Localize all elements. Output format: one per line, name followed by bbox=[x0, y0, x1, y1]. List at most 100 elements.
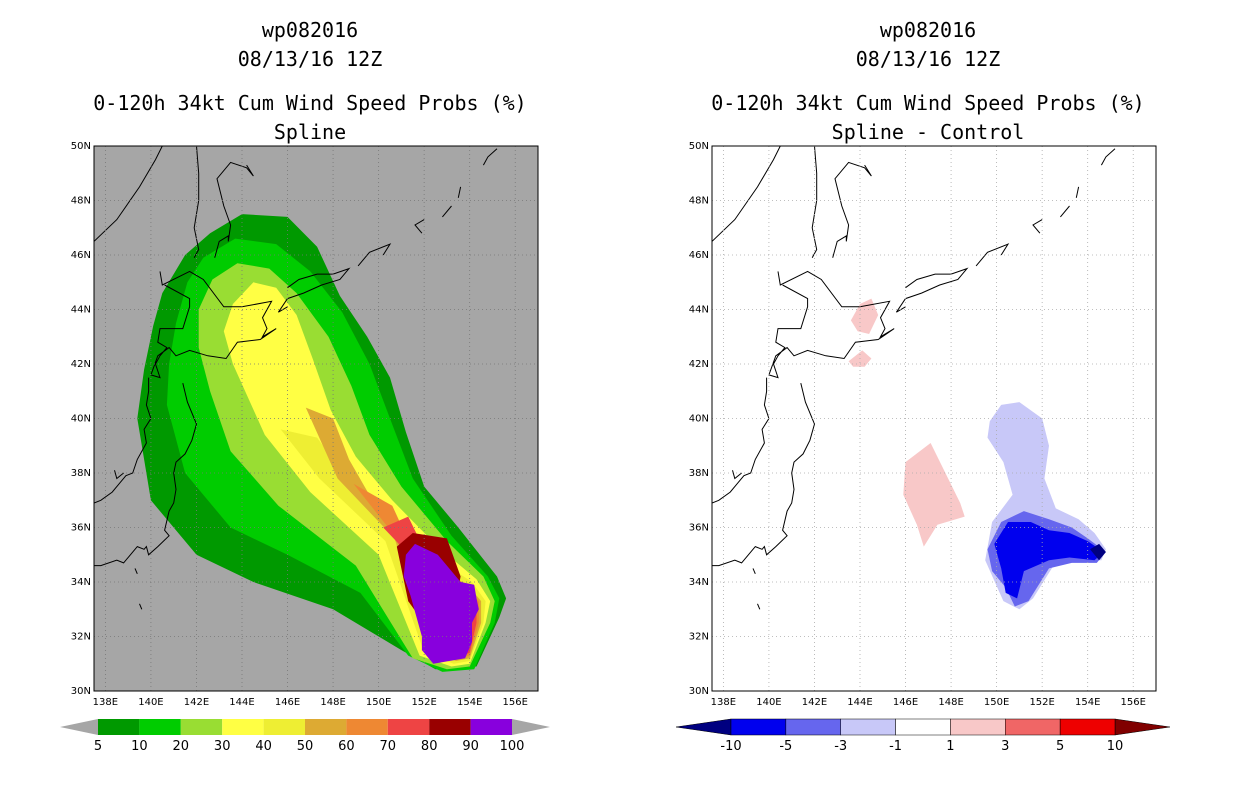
x-tick-label: 156E bbox=[503, 697, 528, 708]
y-tick-label: 42N bbox=[689, 359, 709, 370]
right-datetime: 08/13/16 12Z bbox=[855, 47, 1001, 71]
coastline bbox=[712, 146, 781, 242]
x-tick-label: 154E bbox=[457, 697, 482, 708]
colorbar-label: -5 bbox=[779, 739, 792, 754]
coastline bbox=[214, 161, 254, 258]
colorbar-label: 10 bbox=[1107, 739, 1124, 754]
y-tick-label: 32N bbox=[71, 632, 91, 643]
y-tick-label: 36N bbox=[689, 523, 709, 534]
coastline bbox=[752, 568, 756, 574]
left-map-panel: 138E 140E 142E 144E 146E 148E 150E 152E 154E 156E… bbox=[71, 141, 539, 708]
colorbar-swatch bbox=[840, 718, 896, 736]
coastline bbox=[895, 267, 969, 313]
x-tick-label: 152E bbox=[411, 697, 436, 708]
coastline bbox=[832, 161, 872, 258]
colorbar-label: 3 bbox=[1001, 739, 1009, 754]
coastline bbox=[1100, 148, 1116, 166]
colorbar-label: 80 bbox=[421, 739, 438, 754]
x-tick-label: 150E bbox=[366, 697, 391, 708]
x-tick-label: 154E bbox=[1075, 697, 1100, 708]
y-tick-label: 30N bbox=[71, 686, 91, 697]
colorbar-under-arrow bbox=[60, 719, 98, 735]
colorbar-swatch bbox=[1059, 718, 1116, 736]
contour-level--5 bbox=[994, 522, 1104, 599]
map-frame bbox=[711, 145, 1157, 692]
left-chart-subtitle: Spline bbox=[273, 120, 347, 144]
colorbar-over-arrow bbox=[512, 719, 550, 735]
contour-level-1 bbox=[850, 298, 879, 334]
coastline bbox=[1060, 205, 1070, 218]
y-tick-label: 48N bbox=[71, 196, 91, 207]
coastline bbox=[442, 205, 452, 218]
colorbar-swatch bbox=[263, 719, 305, 735]
colorbar-label: 30 bbox=[214, 739, 231, 754]
coastline bbox=[482, 148, 498, 166]
colorbar-swatch bbox=[785, 718, 841, 736]
coastline bbox=[768, 270, 895, 379]
x-tick-label: 138E bbox=[711, 697, 736, 708]
y-tick-label: 30N bbox=[689, 686, 709, 697]
coastline bbox=[134, 568, 138, 574]
coastline bbox=[712, 382, 816, 567]
coastline bbox=[139, 603, 143, 610]
y-tick-label: 48N bbox=[689, 196, 709, 207]
x-tick-label: 148E bbox=[320, 697, 345, 708]
y-tick-label: 40N bbox=[71, 414, 91, 425]
left-panel-title: wp082016 08/13/16 12Z 0-120h 34kt Cum Wi… bbox=[40, 16, 580, 147]
right-map-panel: 138E 140E 142E 144E 146E 148E 150E 152E 154E 156E… bbox=[689, 141, 1157, 708]
y-tick-label: 32N bbox=[689, 632, 709, 643]
left-datetime: 08/13/16 12Z bbox=[237, 47, 383, 71]
y-tick-label: 46N bbox=[71, 250, 91, 261]
colorbar-swatch bbox=[222, 719, 264, 735]
coastline bbox=[414, 219, 425, 234]
colorbar-label: 20 bbox=[173, 739, 190, 754]
colorbar-swatch bbox=[139, 719, 181, 735]
colorbar-swatch bbox=[346, 719, 388, 735]
colorbar-label: 1 bbox=[946, 739, 954, 754]
colorbar-swatch bbox=[180, 719, 223, 735]
colorbar-label: 5 bbox=[94, 739, 102, 754]
left-chart-title: 0-120h 34kt Cum Wind Speed Probs (%) bbox=[93, 91, 527, 115]
colorbar-swatch bbox=[98, 719, 140, 735]
map-background bbox=[712, 146, 1156, 691]
y-tick-label: 50N bbox=[71, 141, 91, 152]
y-tick-label: 34N bbox=[689, 577, 709, 588]
x-tick-label: 152E bbox=[1029, 697, 1054, 708]
x-tick-label: 146E bbox=[275, 697, 300, 708]
colorbar-over-arrow bbox=[1114, 718, 1171, 736]
colorbar-swatch bbox=[305, 719, 347, 735]
y-tick-label: 38N bbox=[71, 468, 91, 479]
colorbar-label: 90 bbox=[462, 739, 479, 754]
x-tick-label: 140E bbox=[138, 697, 163, 708]
x-tick-label: 156E bbox=[1121, 697, 1146, 708]
right-chart-title: 0-120h 34kt Cum Wind Speed Probs (%) bbox=[711, 91, 1145, 115]
right-storm-id: wp082016 bbox=[879, 18, 977, 42]
coastline bbox=[114, 470, 124, 480]
y-tick-label: 42N bbox=[71, 359, 91, 370]
colorbar-label: -1 bbox=[889, 739, 902, 754]
x-tick-label: 146E bbox=[893, 697, 918, 708]
coastline bbox=[150, 270, 277, 379]
coastline bbox=[94, 146, 163, 242]
x-tick-label: 138E bbox=[93, 697, 118, 708]
coastline bbox=[94, 382, 198, 567]
coastline bbox=[94, 377, 152, 504]
coastline bbox=[732, 470, 742, 480]
colorbar-label: 60 bbox=[338, 739, 355, 754]
colorbar-swatch bbox=[1005, 718, 1061, 736]
coastline bbox=[277, 267, 351, 313]
x-tick-label: 140E bbox=[756, 697, 781, 708]
y-tick-label: 46N bbox=[689, 250, 709, 261]
contour-level--10 bbox=[1090, 543, 1106, 561]
colorbar-swatch bbox=[895, 718, 951, 736]
colorbar-swatch bbox=[429, 719, 471, 735]
right-panel-title: wp082016 08/13/16 12Z 0-120h 34kt Cum Wi… bbox=[658, 16, 1198, 147]
colorbar-label: 5 bbox=[1056, 739, 1064, 754]
coastline bbox=[457, 186, 462, 198]
colorbar-swatch bbox=[387, 719, 430, 735]
coastline bbox=[357, 243, 392, 267]
colorbar-label: 100 bbox=[500, 739, 525, 754]
y-tick-label: 44N bbox=[71, 305, 91, 316]
colorbar-swatch bbox=[470, 719, 512, 735]
